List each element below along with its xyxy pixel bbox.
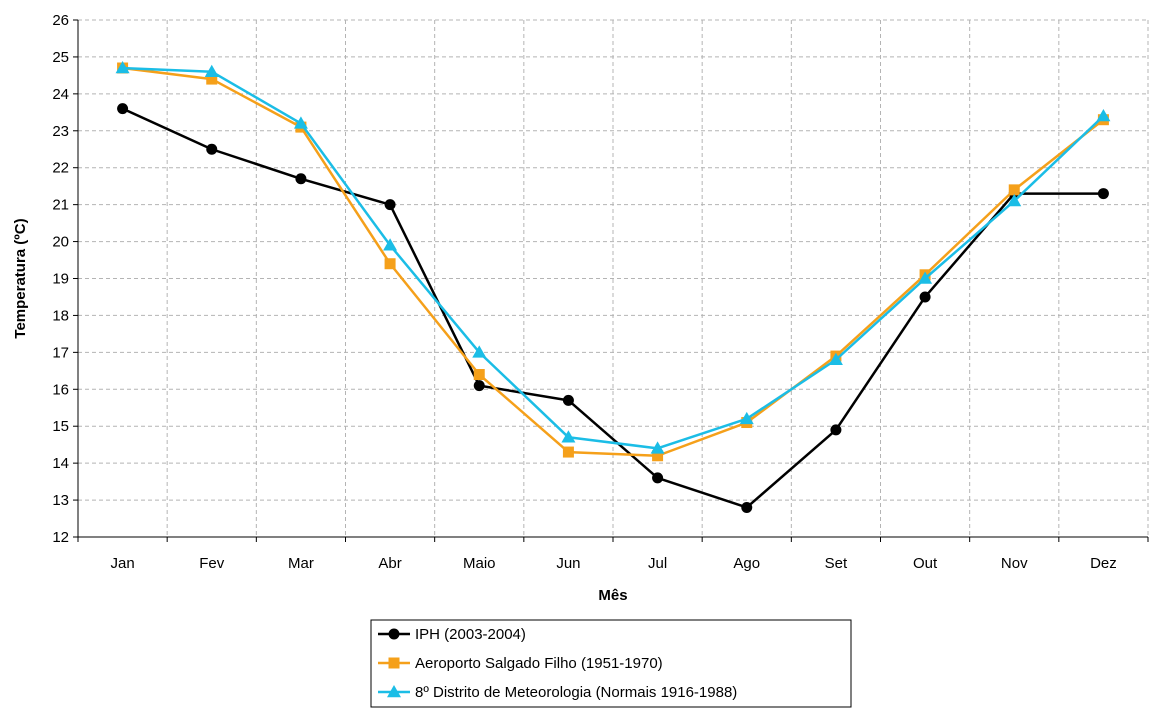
legend-label: 8º Distrito de Meteorologia (Normais 191… (415, 684, 737, 701)
x-tick-label: Ago (733, 555, 760, 572)
series-1 (117, 103, 1109, 513)
series-line (122, 66, 1105, 450)
x-tick-label: Maio (463, 555, 496, 572)
y-tick-label: 26 (52, 12, 69, 29)
y-tick-label: 17 (52, 344, 69, 361)
x-tick-label: Jun (556, 555, 580, 572)
y-tick-label: 13 (52, 492, 69, 509)
legend: IPH (2003-2004) Aeroporto Salgado Filho (… (370, 619, 852, 708)
data-point (650, 441, 665, 454)
x-tick-label: Dez (1090, 555, 1117, 572)
data-point (383, 238, 398, 251)
data-point (115, 61, 130, 74)
y-tick-label: 18 (52, 307, 69, 324)
legend-marker (387, 685, 401, 698)
data-point (384, 258, 396, 270)
series-line (122, 66, 1105, 458)
y-tick-label: 22 (52, 160, 69, 177)
y-tick-label: 19 (52, 271, 69, 288)
legend-entry: Aeroporto Salgado Filho (1951-1970) (378, 655, 663, 672)
x-tick-label: Mar (288, 555, 314, 572)
data-point (1008, 184, 1020, 196)
y-tick-label: 15 (52, 418, 69, 435)
legend-marker (388, 628, 400, 640)
legend-label: Aeroporto Salgado Filho (1951-1970) (415, 655, 663, 672)
series-line (122, 107, 1104, 509)
y-tick-label: 23 (52, 123, 69, 140)
series-group (115, 61, 1111, 513)
data-point (472, 345, 487, 358)
data-point (741, 501, 753, 513)
data-point (473, 369, 485, 381)
x-tick-label: Jul (648, 555, 667, 572)
data-point (384, 199, 396, 211)
data-point (206, 143, 218, 155)
x-tick-label: Nov (1001, 555, 1028, 572)
legend-entry: IPH (2003-2004) (378, 626, 526, 643)
data-point (117, 103, 129, 115)
x-axis-title: Mês (598, 587, 627, 604)
y-tick-label: 24 (52, 86, 69, 103)
legend-entry: 8º Distrito de Meteorologia (Normais 191… (378, 684, 737, 701)
y-tick-label: 20 (52, 234, 69, 251)
data-point (830, 424, 842, 436)
y-tick-label: 25 (52, 49, 69, 66)
data-point (562, 446, 574, 458)
data-point (293, 116, 308, 129)
x-tick-label: Jan (110, 555, 134, 572)
legend-label: IPH (2003-2004) (415, 626, 526, 643)
grid-lines (78, 19, 1149, 537)
data-point (562, 394, 574, 406)
legend-marker (388, 657, 400, 669)
data-point (739, 411, 754, 425)
data-point (473, 380, 485, 392)
y-tick-label: 16 (52, 381, 69, 398)
legend-box (370, 619, 852, 708)
data-point (1097, 188, 1109, 200)
data-point (295, 173, 307, 185)
y-tick-label: 12 (52, 529, 69, 546)
data-point (828, 352, 843, 365)
x-tick-label: Abr (378, 555, 401, 572)
data-point (561, 430, 576, 443)
series-3 (115, 61, 1111, 454)
x-tick-label: Set (825, 555, 848, 572)
data-point (206, 73, 218, 85)
x-tick-label: Fev (199, 555, 225, 572)
y-tick-label: 21 (52, 197, 69, 214)
data-point (204, 64, 219, 77)
data-point (652, 450, 664, 462)
x-tick-label: Out (913, 555, 938, 572)
data-point (1096, 109, 1111, 122)
data-point (918, 271, 933, 284)
y-tick-label: 14 (52, 455, 69, 472)
data-point (652, 472, 664, 484)
y-axis-title: Temperatura (ºC) (12, 218, 29, 338)
axes: 12 13 14 15 16 17 18 19 20 21 22 23 24 25 26 Jan Fev Mar A… (52, 12, 1149, 572)
data-point (919, 291, 931, 303)
data-point (1007, 193, 1022, 207)
